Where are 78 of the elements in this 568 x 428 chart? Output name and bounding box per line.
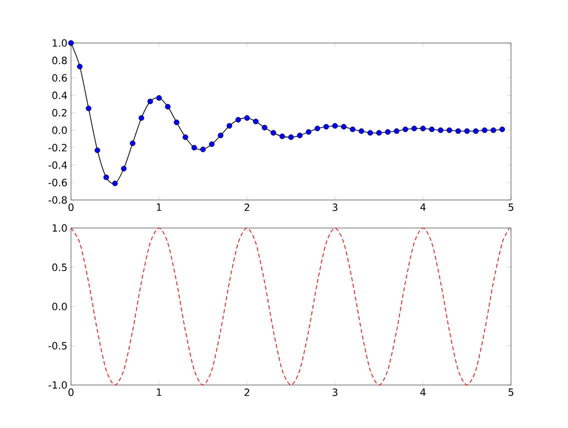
- point: [367, 130, 373, 136]
- y-tick-label: 0.0: [52, 126, 67, 134]
- point: [446, 127, 452, 134]
- point: [464, 128, 470, 134]
- point: [86, 106, 92, 112]
- x-tick-label: 5: [508, 204, 514, 211]
- y-tick-label: 0.6: [52, 74, 67, 82]
- point: [191, 144, 197, 150]
- point: [332, 123, 338, 129]
- point: [297, 132, 303, 138]
- point: [209, 141, 215, 147]
- point: [499, 126, 505, 132]
- x-tick-label: 0: [68, 388, 74, 396]
- point: [200, 146, 206, 152]
- point: [411, 126, 417, 132]
- x-tick-label: 2: [244, 388, 250, 396]
- x-tick-label: 4: [420, 388, 426, 396]
- x-tick-label: 3: [332, 204, 338, 212]
- point: [402, 126, 408, 132]
- point: [482, 127, 488, 134]
- x-tick-label: 3: [332, 388, 338, 396]
- point: [350, 126, 356, 132]
- point: [147, 98, 153, 104]
- y-tick-label: -0.4: [48, 161, 67, 169]
- y-tick-label: 1.0: [52, 224, 67, 232]
- x-tick-label: 1: [156, 204, 162, 211]
- point: [288, 134, 294, 140]
- point: [270, 130, 276, 136]
- point: [112, 180, 118, 186]
- x-tick-label: 5: [508, 388, 514, 396]
- x-tick-label: 0: [68, 204, 74, 212]
- point: [68, 40, 74, 46]
- point: [218, 132, 224, 138]
- point: [156, 95, 162, 101]
- point: [490, 127, 496, 134]
- y-tick-label: 0.0: [52, 302, 67, 310]
- point: [306, 129, 312, 135]
- point: [121, 166, 127, 172]
- point: [182, 134, 188, 140]
- y-tick-label: -0.8: [48, 196, 67, 204]
- point: [455, 128, 461, 134]
- point: [103, 174, 109, 180]
- point: [138, 115, 144, 121]
- point: [94, 147, 100, 154]
- y-tick-label: -0.2: [48, 144, 66, 152]
- point: [420, 126, 426, 132]
- line-series: [70, 228, 510, 386]
- y-tick-label: -0.6: [48, 178, 67, 186]
- point: [235, 116, 241, 123]
- point: [341, 124, 347, 130]
- point: [438, 127, 444, 134]
- y-tick-label: 0.2: [52, 108, 66, 117]
- y-tick-label: 0.5: [52, 263, 67, 272]
- point: [262, 124, 268, 130]
- point: [226, 123, 232, 129]
- point: [253, 118, 259, 124]
- point: [385, 129, 391, 135]
- x-tick-label: 2: [244, 204, 250, 211]
- point: [165, 104, 171, 110]
- point: [244, 115, 250, 121]
- y-tick-label: -1.0: [48, 381, 67, 389]
- point: [130, 140, 136, 146]
- point: [174, 120, 180, 126]
- y-tick-label: 0.4: [52, 92, 67, 100]
- point: [77, 64, 83, 70]
- point: [279, 134, 285, 140]
- y-tick-label: 0.8: [52, 56, 67, 64]
- point: [314, 126, 320, 132]
- point: [323, 124, 329, 130]
- point: [429, 126, 435, 132]
- y-tick-label: 1.0: [52, 39, 67, 47]
- x-tick-label: 1: [156, 388, 162, 396]
- point: [394, 128, 400, 134]
- y-tick-label: -0.5: [48, 342, 67, 350]
- point: [376, 130, 382, 136]
- x-tick-label: 4: [420, 204, 426, 211]
- point: [473, 128, 479, 134]
- point: [358, 128, 364, 134]
